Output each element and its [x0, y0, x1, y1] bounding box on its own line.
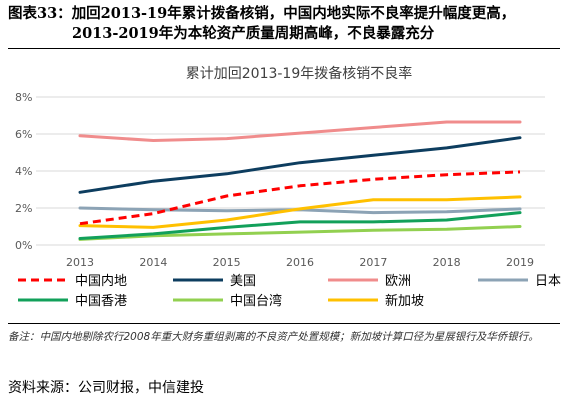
- x-tick-label: 2013: [66, 256, 94, 269]
- bottom-divider: [8, 323, 560, 324]
- x-tick-labels: 2013 2014 2015 2016 2017 2018 2019: [66, 256, 534, 269]
- legend-label: 中国香港: [75, 294, 127, 309]
- footnote: 备注：中国内地剔除农行2008年重大财务重组剥离的不良资产处置规模；新加坡计算口…: [8, 331, 539, 343]
- figure-label: 图表33：: [8, 5, 72, 22]
- figure-title-line2: 2013-2019年为本轮资产质量周期高峰，不良暴露充分: [72, 25, 435, 42]
- source-text: 资料来源：公司财报，中信建投: [8, 380, 204, 396]
- legend-label: 日本: [535, 274, 561, 289]
- x-tick-label: 2014: [139, 256, 167, 269]
- series-lines: [78, 120, 522, 241]
- legend-label: 中国内地: [75, 273, 127, 289]
- legend-label: 美国: [230, 274, 256, 289]
- y-tick-label: 2%: [15, 202, 32, 215]
- y-tick-label: 6%: [15, 128, 32, 141]
- x-tick-label: 2015: [213, 256, 241, 269]
- x-tick-label: 2016: [286, 256, 314, 269]
- x-tick-label: 2017: [359, 256, 387, 269]
- series-line-中国内地: [79, 170, 521, 226]
- line-chart: 累计加回2013-19年拨备核销不良率 0%2%4%6%8% 2013 2014 2…: [15, 65, 561, 309]
- series-line-中国香港: [78, 211, 522, 240]
- series-line-中国台湾: [78, 225, 522, 241]
- legend-label: 新加坡: [385, 293, 424, 309]
- figure-title-line1: 加回2013-19年累计拨备核销，中国内地实际不良率提升幅度更高，: [71, 5, 516, 22]
- legend-label: 欧洲: [385, 274, 411, 289]
- x-tick-label: 2018: [433, 256, 461, 269]
- y-tick-label: 0%: [15, 239, 32, 252]
- x-tick-label: 2019: [506, 256, 534, 269]
- chart-title: 累计加回2013-19年拨备核销不良率: [186, 65, 413, 82]
- figure-title: 图表33：加回2013-19年累计拨备核销，中国内地实际不良率提升幅度更高， 2…: [8, 4, 560, 44]
- y-tick-label: 4%: [15, 165, 32, 178]
- series-line-欧洲: [78, 120, 522, 142]
- series-line-美国: [78, 136, 522, 194]
- top-divider: [8, 48, 560, 49]
- y-tick-label: 8%: [15, 91, 32, 104]
- y-tick-labels: 0% 2% 4% 6% 8%: [15, 91, 32, 252]
- series-line-新加坡: [78, 195, 522, 229]
- legend-label: 中国台湾: [230, 293, 282, 309]
